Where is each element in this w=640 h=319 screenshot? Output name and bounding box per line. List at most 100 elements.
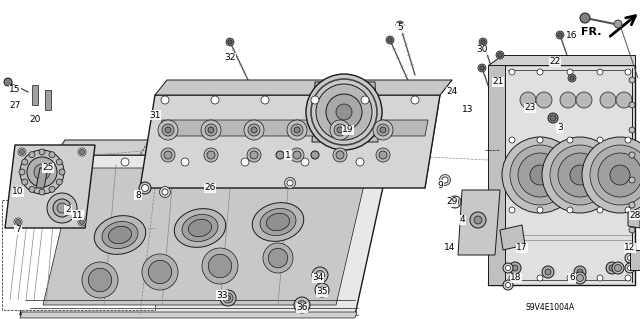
Circle shape: [22, 179, 28, 185]
Circle shape: [509, 137, 515, 143]
Circle shape: [576, 92, 592, 108]
Circle shape: [449, 196, 461, 208]
Polygon shape: [45, 90, 51, 110]
Circle shape: [550, 115, 556, 121]
Circle shape: [481, 40, 485, 44]
Circle shape: [226, 38, 234, 46]
Circle shape: [79, 219, 84, 225]
Circle shape: [263, 243, 293, 273]
Circle shape: [451, 198, 458, 205]
Circle shape: [162, 124, 174, 136]
Ellipse shape: [182, 214, 218, 241]
Circle shape: [148, 260, 172, 284]
Circle shape: [244, 120, 264, 140]
Circle shape: [311, 96, 319, 104]
Circle shape: [388, 38, 392, 42]
Circle shape: [211, 96, 219, 104]
Circle shape: [616, 92, 632, 108]
Circle shape: [293, 151, 301, 159]
Circle shape: [597, 207, 603, 213]
Circle shape: [498, 53, 502, 57]
Circle shape: [88, 268, 112, 292]
Circle shape: [597, 69, 603, 75]
Circle shape: [287, 120, 307, 140]
Circle shape: [502, 137, 578, 213]
Circle shape: [536, 92, 552, 108]
Text: 15: 15: [9, 85, 20, 94]
Circle shape: [4, 78, 12, 86]
Circle shape: [306, 74, 382, 150]
Text: 23: 23: [524, 103, 536, 113]
Text: 35: 35: [316, 287, 328, 296]
Circle shape: [479, 38, 487, 46]
Circle shape: [442, 177, 448, 183]
Text: 18: 18: [510, 273, 522, 283]
Circle shape: [61, 158, 69, 166]
Circle shape: [142, 254, 178, 290]
Circle shape: [614, 20, 622, 28]
Circle shape: [287, 180, 293, 186]
Circle shape: [165, 127, 171, 133]
Circle shape: [291, 124, 303, 136]
Circle shape: [20, 150, 64, 194]
Ellipse shape: [94, 216, 146, 254]
Ellipse shape: [108, 226, 132, 244]
Polygon shape: [159, 120, 428, 136]
Text: 29: 29: [446, 197, 458, 206]
Circle shape: [248, 124, 260, 136]
Circle shape: [474, 216, 482, 224]
Circle shape: [545, 269, 551, 275]
Text: 36: 36: [296, 303, 308, 313]
Text: FR.: FR.: [580, 27, 601, 37]
Circle shape: [379, 151, 387, 159]
Text: 6: 6: [569, 273, 575, 283]
Circle shape: [629, 127, 635, 133]
Circle shape: [268, 248, 288, 268]
Circle shape: [570, 76, 574, 80]
Circle shape: [537, 137, 543, 143]
Circle shape: [518, 153, 562, 197]
Circle shape: [509, 207, 515, 213]
Circle shape: [247, 148, 261, 162]
Circle shape: [261, 96, 269, 104]
Polygon shape: [43, 168, 368, 305]
Text: 19: 19: [342, 125, 354, 135]
Circle shape: [312, 267, 328, 283]
Circle shape: [208, 254, 232, 278]
Ellipse shape: [102, 221, 138, 249]
Circle shape: [386, 36, 394, 44]
Circle shape: [567, 69, 573, 75]
Circle shape: [205, 124, 217, 136]
Circle shape: [625, 207, 631, 213]
Polygon shape: [140, 95, 440, 188]
Circle shape: [614, 264, 621, 271]
Polygon shape: [628, 210, 640, 228]
Circle shape: [15, 219, 20, 225]
Circle shape: [556, 31, 564, 39]
Circle shape: [27, 157, 57, 187]
Circle shape: [629, 227, 635, 233]
Circle shape: [326, 94, 362, 130]
Circle shape: [79, 150, 84, 154]
Circle shape: [512, 265, 518, 271]
Circle shape: [162, 189, 168, 195]
Circle shape: [568, 74, 576, 82]
Circle shape: [294, 297, 310, 313]
Circle shape: [537, 207, 543, 213]
Circle shape: [609, 265, 615, 271]
Circle shape: [330, 120, 350, 140]
Circle shape: [574, 272, 586, 284]
Polygon shape: [488, 65, 635, 285]
Circle shape: [509, 275, 515, 281]
Circle shape: [225, 295, 230, 300]
Text: 20: 20: [29, 115, 41, 124]
Circle shape: [164, 151, 172, 159]
Circle shape: [285, 177, 296, 189]
Ellipse shape: [252, 203, 304, 241]
Circle shape: [29, 186, 35, 192]
Text: 17: 17: [516, 243, 528, 253]
Polygon shape: [36, 168, 48, 188]
Circle shape: [57, 203, 67, 213]
Circle shape: [361, 96, 369, 104]
Circle shape: [570, 165, 590, 185]
